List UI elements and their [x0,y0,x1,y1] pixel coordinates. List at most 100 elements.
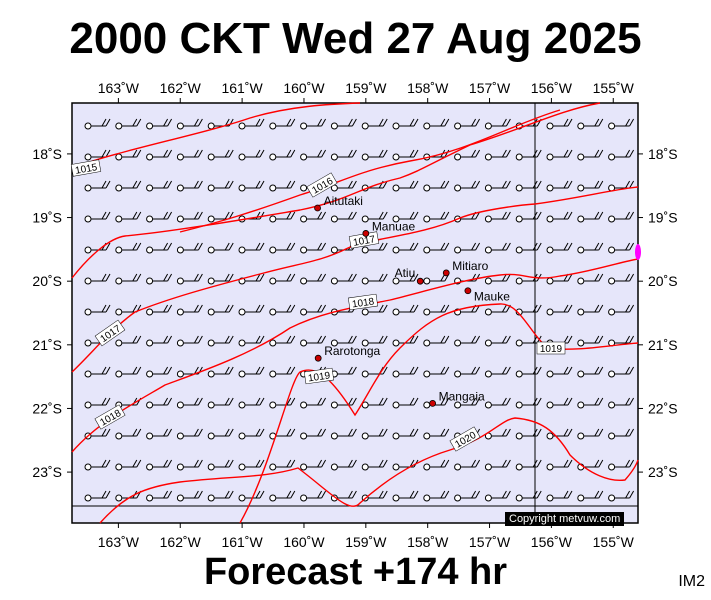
wind-barb [84,273,111,285]
isobar-label-group: 1015 1016 1017 1018 1017 1019 1018 1019 [70,159,566,452]
wind-barb [361,335,388,347]
place-marker [429,399,437,407]
wind-barb [484,118,511,130]
wind-barb [176,242,203,254]
place-marker [464,287,472,295]
wind-barb [392,149,419,161]
wind-barb [577,211,604,223]
wind-barb [454,397,481,409]
wind-barb [330,118,357,130]
wind-barb [577,242,604,254]
wind-barb [423,490,450,502]
wind-barb [269,335,296,347]
wind-barb [238,180,265,192]
wind-barb [454,242,481,254]
wind-barb [577,366,604,378]
isobar-1020 [99,417,639,524]
lon-label-bottom: 162˚W [160,534,202,550]
wind-barb [330,397,357,409]
wind-barb [392,118,419,130]
lon-label-bottom: 157˚W [469,534,511,550]
wind-barb [608,273,635,285]
wind-barb [577,273,604,285]
wind-barb [361,149,388,161]
place-label: Mitiaro [452,259,488,273]
lon-label-bottom: 155˚W [593,534,635,550]
wind-barb [269,149,296,161]
place-label: Rarotonga [324,344,380,358]
wind-barb [361,397,388,409]
wind-barb [300,242,327,254]
wind-barb [546,397,573,409]
wind-barb [300,273,327,285]
wind-barb [608,118,635,130]
wind-barb [608,304,635,316]
isobar-1015 [71,102,361,169]
wind-barb [84,211,111,223]
wind-barb [176,459,203,471]
svg-text:1015: 1015 [74,162,98,177]
lat-label-right: 19˚S [648,210,678,226]
lon-label-bottom: 161˚W [221,534,263,550]
wind-barb [330,273,357,285]
isobar-label-1019: 1019 [304,367,334,384]
lon-label-top: 156˚W [531,80,573,96]
wind-barb [361,242,388,254]
wind-barb [146,366,173,378]
wind-barb [300,304,327,316]
wind-barb [300,428,327,440]
wind-barb [392,490,419,502]
wind-barb [546,211,573,223]
wind-barb [454,118,481,130]
wind-barb [608,459,635,471]
wind-barb [146,242,173,254]
wind-barb [454,459,481,471]
wind-barb [146,149,173,161]
wind-barb [238,459,265,471]
wind-barb [515,180,542,192]
lon-label-top: 157˚W [469,80,511,96]
place-marker [314,354,322,362]
wind-barb [176,366,203,378]
wind-barb [115,366,142,378]
wind-barb [146,304,173,316]
wind-barb [84,180,111,192]
wind-barb [423,118,450,130]
wind-barb [269,211,296,223]
wind-barb [207,490,234,502]
wind-barb [207,149,234,161]
wind-barb [269,273,296,285]
wind-barb [207,304,234,316]
wind-barb [361,459,388,471]
wind-barb [484,490,511,502]
place-marker [362,230,370,237]
wind-barb [84,304,111,316]
wind-barb [392,428,419,440]
lon-label-top: 155˚W [593,80,635,96]
wind-barb [176,397,203,409]
wind-barb [238,335,265,347]
wind-barb [238,149,265,161]
wind-barb [207,180,234,192]
wind-barb [546,490,573,502]
svg-text:1019: 1019 [307,370,331,384]
lon-label-top: 162˚W [160,80,202,96]
wind-barb [238,397,265,409]
wind-barb [484,242,511,254]
wind-barb [423,459,450,471]
wind-barb [300,118,327,130]
wind-barb [115,180,142,192]
map-frame [71,102,639,524]
lat-label-left: 20˚S [32,273,62,289]
wind-barb [577,335,604,347]
wind-barb [146,397,173,409]
wind-barb [423,366,450,378]
wind-barb [176,180,203,192]
wind-barb [515,459,542,471]
wind-barb [515,304,542,316]
wind-barb [300,335,327,347]
wind-barb [546,149,573,161]
lon-label-bottom: 158˚W [407,534,449,550]
lon-label-top: 163˚W [98,80,140,96]
wind-barb [484,180,511,192]
